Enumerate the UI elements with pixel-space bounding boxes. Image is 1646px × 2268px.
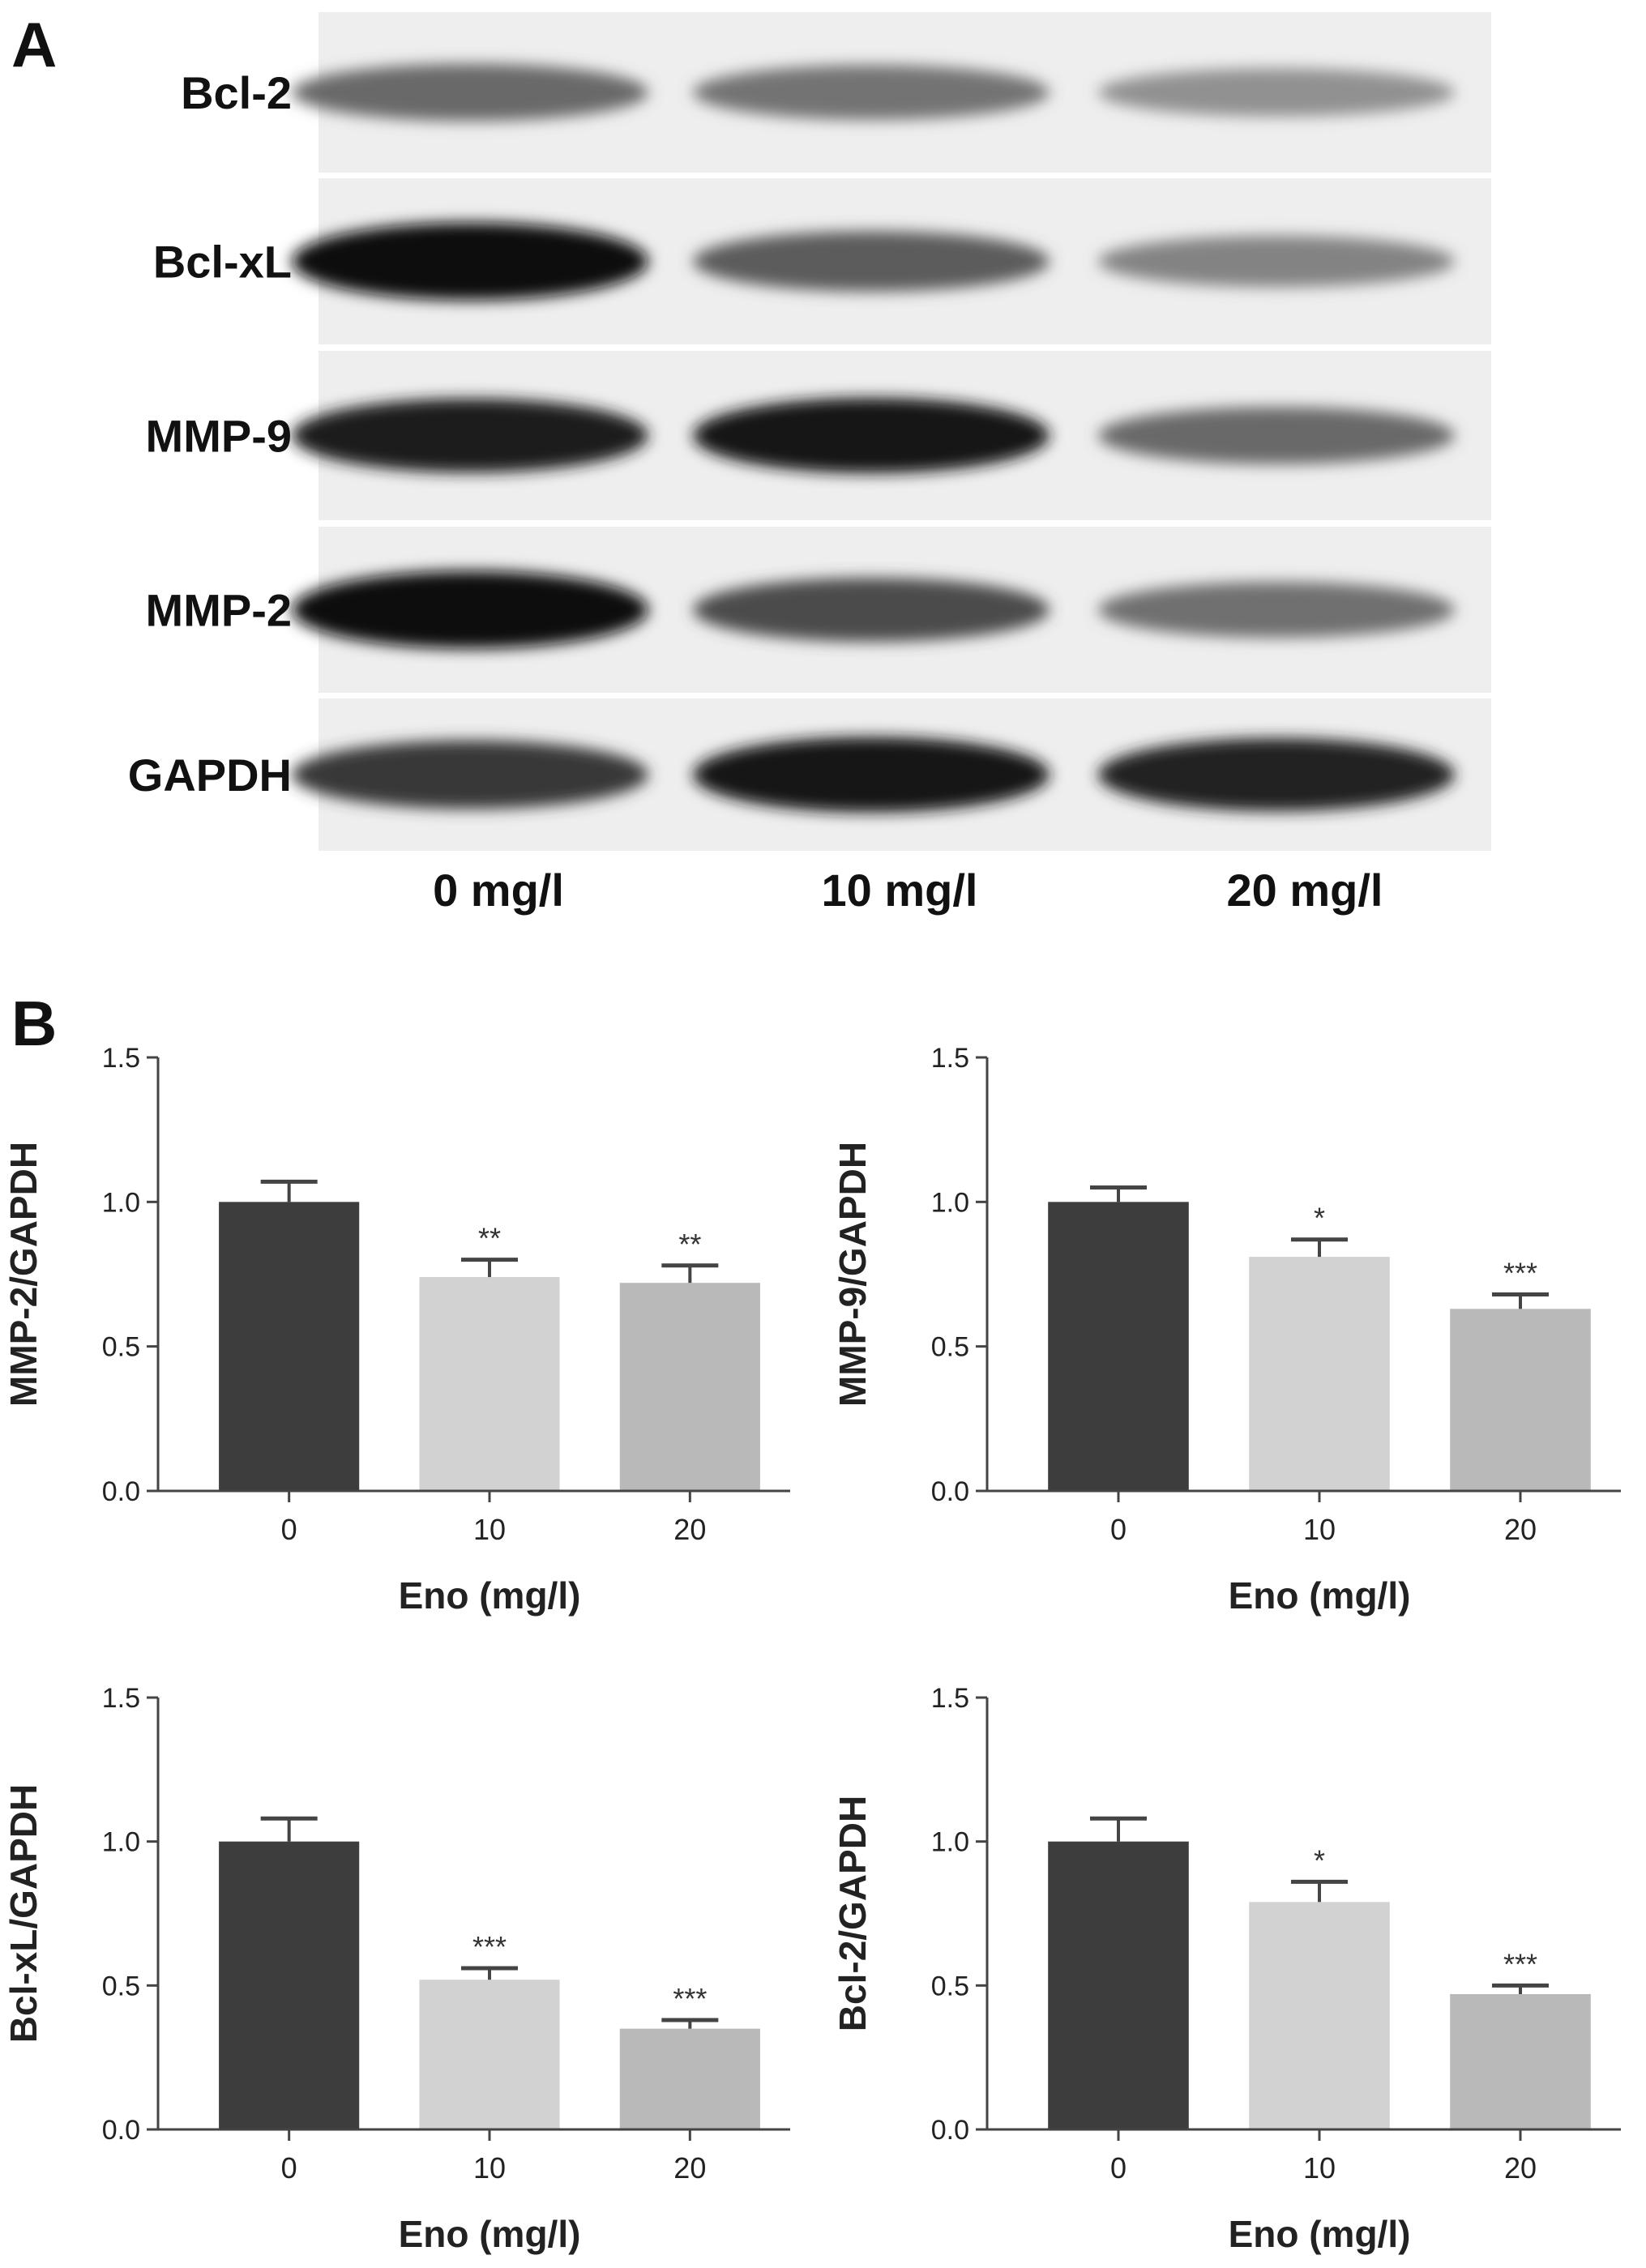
bar <box>419 1277 560 1491</box>
blot-band <box>693 65 1050 120</box>
blot-strip: Bcl-2 <box>181 12 1491 173</box>
bar <box>219 1202 360 1491</box>
y-tick-label: 0.5 <box>931 1971 969 2001</box>
blot-strip: MMP-2 <box>146 527 1491 693</box>
blot-strip: Bcl-xL <box>153 178 1491 344</box>
blot-strip: MMP-9 <box>146 351 1491 520</box>
significance-mark: *** <box>472 1930 507 1963</box>
y-tick-label: 0.0 <box>102 2115 140 2146</box>
x-tick-label: 20 <box>673 2151 706 2185</box>
bar <box>219 1841 360 2129</box>
panel-b-label: B <box>11 988 57 1059</box>
bar-chart: 0 * 10 *** 20 0.0 0.5 1.0 1.5 MMP-9/GAPDH Eno (mg/… <box>832 1043 1621 1617</box>
blot-band <box>1098 581 1455 639</box>
panel-a-label: A <box>11 9 57 80</box>
y-tick-label: 1.5 <box>102 1683 140 1714</box>
blot-band <box>1098 235 1455 288</box>
significance-mark: *** <box>673 1982 707 2015</box>
x-tick-label: 20 <box>673 1513 706 1546</box>
x-axis-label: Eno (mg/l) <box>399 2213 581 2255</box>
x-axis-label: Eno (mg/l) <box>399 1574 581 1617</box>
x-tick-label: 0 <box>1110 2151 1127 2185</box>
bar <box>1249 1257 1390 1491</box>
significance-mark: * <box>1314 1843 1325 1877</box>
y-tick-label: 1.0 <box>931 1827 969 1858</box>
y-tick-label: 1.5 <box>931 1683 969 1714</box>
protein-label: Bcl-2 <box>181 67 292 118</box>
protein-label: MMP-9 <box>146 411 292 462</box>
y-tick-label: 1.0 <box>102 1827 140 1858</box>
protein-label: MMP-2 <box>146 585 292 636</box>
y-tick-label: 0.5 <box>102 1332 140 1363</box>
y-axis-label: Bcl-2/GAPDH <box>832 1796 874 2031</box>
y-tick-label: 0.0 <box>102 1476 140 1507</box>
bar-chart: 0 *** 10 *** 20 0.0 0.5 1.0 1.5 Bcl-xL/GAPDH Eno (… <box>2 1683 790 2255</box>
y-tick-label: 1.0 <box>102 1187 140 1218</box>
bar <box>1249 1902 1390 2129</box>
blot-band <box>292 740 648 809</box>
blot-band <box>1098 737 1455 812</box>
y-tick-label: 0.5 <box>931 1332 969 1363</box>
x-tick-label: 10 <box>473 1513 506 1546</box>
y-tick-label: 0.5 <box>102 1971 140 2001</box>
significance-mark: ** <box>478 1222 501 1255</box>
significance-mark: *** <box>1503 1947 1537 1980</box>
lane-label: 0 mg/l <box>433 865 564 916</box>
blot-band <box>292 63 648 122</box>
x-axis-label: Eno (mg/l) <box>1229 1574 1411 1617</box>
x-tick-label: 10 <box>1303 1513 1336 1546</box>
x-tick-label: 20 <box>1504 2151 1537 2185</box>
bar-chart: 0 ** 10 ** 20 0.0 0.5 1.0 1.5 MMP-2/GAPDH Eno (mg/… <box>2 1043 790 1617</box>
y-tick-label: 0.0 <box>931 2115 969 2146</box>
x-tick-label: 20 <box>1504 1513 1537 1546</box>
bar <box>1048 1202 1189 1491</box>
x-tick-label: 0 <box>281 1513 297 1546</box>
protein-label: GAPDH <box>128 750 292 801</box>
blot-band <box>292 570 648 649</box>
western-blot-panel: A Bcl-2 Bcl-xL MMP-9 MMP-2 GAPDH 0 mg/l 10 mg… <box>11 9 1491 916</box>
bar-chart: 0 * 10 *** 20 0.0 0.5 1.0 1.5 Bcl-2/GAPDH Eno (mg/… <box>832 1683 1621 2255</box>
blot-band <box>693 577 1050 643</box>
bar <box>619 1283 760 1491</box>
bar <box>1450 1993 1591 2129</box>
blot-band <box>292 222 648 301</box>
y-tick-label: 1.5 <box>931 1043 969 1074</box>
x-axis-label: Eno (mg/l) <box>1229 2213 1411 2255</box>
blot-band <box>292 398 648 473</box>
significance-mark: *** <box>1503 1256 1537 1289</box>
y-tick-label: 1.5 <box>102 1043 140 1074</box>
x-tick-label: 10 <box>1303 2151 1336 2185</box>
y-axis-label: Bcl-xL/GAPDH <box>2 1784 45 2043</box>
x-tick-label: 0 <box>1110 1513 1127 1546</box>
bar <box>619 2028 760 2129</box>
protein-label: Bcl-xL <box>153 237 292 288</box>
significance-mark: ** <box>678 1228 701 1261</box>
bar <box>1450 1309 1591 1491</box>
bar <box>1048 1841 1189 2129</box>
lane-label: 20 mg/l <box>1227 865 1383 916</box>
lane-label: 10 mg/l <box>822 865 978 916</box>
y-tick-label: 0.0 <box>931 1476 969 1507</box>
y-tick-label: 1.0 <box>931 1187 969 1218</box>
blot-band <box>693 737 1050 813</box>
bar <box>419 1980 560 2129</box>
y-axis-label: MMP-2/GAPDH <box>2 1142 45 1407</box>
blot-band <box>1098 68 1455 117</box>
blot-band <box>693 397 1050 474</box>
x-tick-label: 10 <box>473 2151 506 2185</box>
blot-band <box>693 231 1050 292</box>
y-axis-label: MMP-9/GAPDH <box>832 1142 874 1407</box>
significance-mark: * <box>1314 1202 1325 1235</box>
x-tick-label: 0 <box>281 2151 297 2185</box>
blot-strip: GAPDH <box>128 698 1491 851</box>
blot-band <box>1098 407 1455 464</box>
